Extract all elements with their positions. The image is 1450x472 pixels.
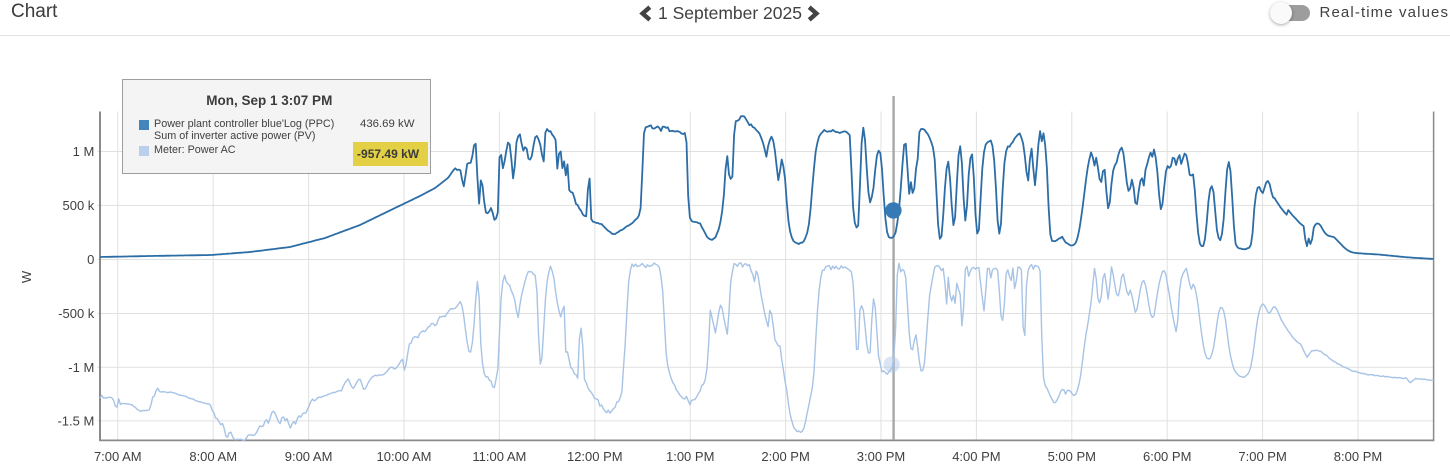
svg-text:11:00 AM: 11:00 AM xyxy=(472,449,526,464)
svg-text:4:00 PM: 4:00 PM xyxy=(952,449,1000,464)
svg-text:10:00 AM: 10:00 AM xyxy=(377,449,432,464)
svg-text:12:00 PM: 12:00 PM xyxy=(567,449,623,464)
svg-text:7:00 AM: 7:00 AM xyxy=(94,449,142,464)
svg-text:6:00 PM: 6:00 PM xyxy=(1143,449,1191,464)
svg-text:8:00 AM: 8:00 AM xyxy=(189,449,237,464)
svg-text:2:00 PM: 2:00 PM xyxy=(761,449,809,464)
svg-text:500 k: 500 k xyxy=(62,198,94,213)
svg-text:-1 M: -1 M xyxy=(68,360,94,375)
svg-text:8:00 PM: 8:00 PM xyxy=(1334,449,1382,464)
svg-text:-500 k: -500 k xyxy=(58,306,95,321)
svg-text:W: W xyxy=(19,270,34,283)
svg-text:-1.5 M: -1.5 M xyxy=(57,414,94,429)
svg-text:0: 0 xyxy=(87,252,94,267)
svg-text:1:00 PM: 1:00 PM xyxy=(666,449,714,464)
svg-text:9:00 AM: 9:00 AM xyxy=(285,449,333,464)
svg-text:7:00 PM: 7:00 PM xyxy=(1238,449,1286,464)
svg-text:5:00 PM: 5:00 PM xyxy=(1048,449,1096,464)
svg-text:1 M: 1 M xyxy=(73,144,95,159)
svg-text:3:00 PM: 3:00 PM xyxy=(857,449,905,464)
